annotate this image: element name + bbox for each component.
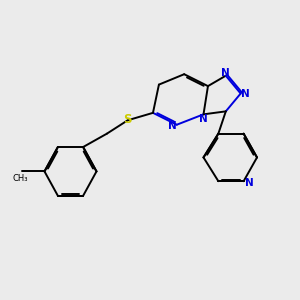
Text: CH₃: CH₃ [13, 174, 28, 183]
Text: N: N [199, 114, 208, 124]
Text: N: N [168, 121, 177, 131]
Text: N: N [221, 68, 230, 78]
Text: N: N [244, 178, 253, 188]
Text: S: S [124, 113, 132, 126]
Text: N: N [241, 88, 250, 98]
